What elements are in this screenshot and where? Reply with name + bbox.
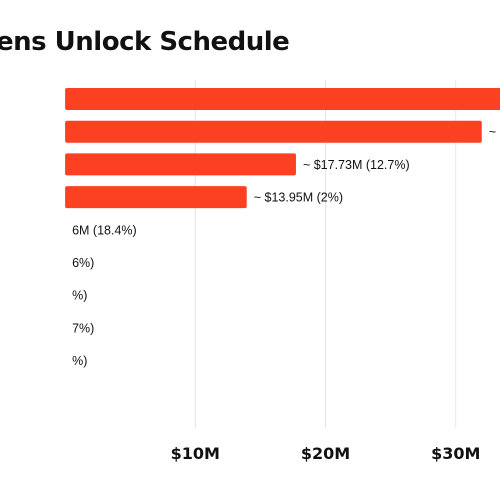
bar-value-label: %) [72,354,87,368]
bar-value-label: ~ [489,125,496,139]
bar-value-label: 6%) [72,256,94,270]
x-tick-label: $30M [431,444,480,463]
bar-value-label: 7%) [72,321,94,335]
bar-value-label: ~ $13.95M (2%) [254,191,343,205]
bars [65,88,500,209]
bar [65,120,482,143]
data-labels: ~ ~ $17.73M (12.7%) ~ $13.95M (2%) 6M (18.4… [72,125,496,368]
bar [65,153,296,176]
x-axis-ticks: $10M $20M $30M [171,444,481,463]
x-tick-label: $10M [171,444,220,463]
bar-value-label: 6M (18.4%) [72,223,137,237]
x-tick-label: $20M [301,444,350,463]
bar [65,88,500,110]
bar [65,186,247,209]
bar-value-label: ~ $17.73M (12.7%) [303,158,410,172]
chart-title: ens Unlock Schedule [0,27,289,57]
bar-value-label: %) [72,289,87,303]
